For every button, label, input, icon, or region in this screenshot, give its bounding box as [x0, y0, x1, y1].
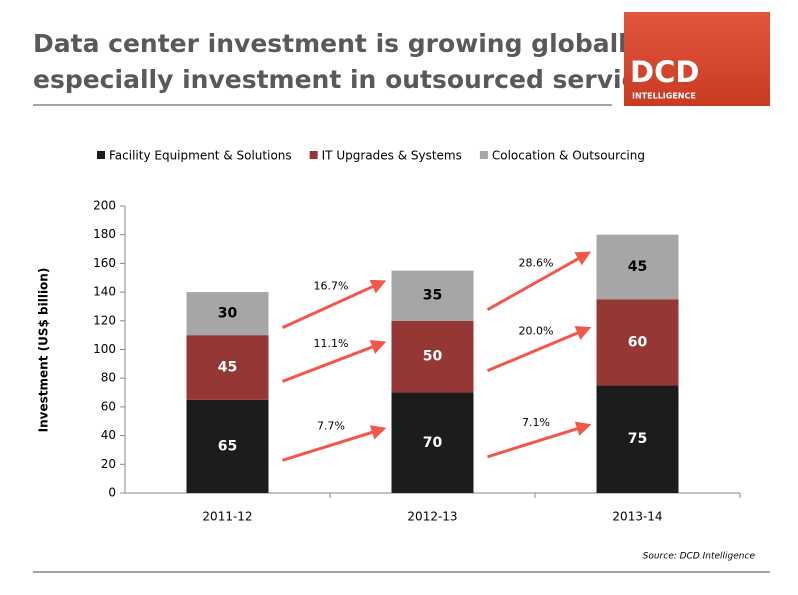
y-tick-label: 200 — [93, 199, 116, 213]
growth-label: 28.6% — [519, 256, 554, 269]
data-label: 50 — [423, 349, 443, 365]
bar-segment — [186, 335, 269, 400]
growth-label: 7.1% — [522, 416, 550, 429]
bar-segment — [186, 292, 269, 336]
data-label: 45 — [218, 359, 237, 375]
legend-swatch — [479, 151, 488, 159]
growth-arrow — [281, 339, 387, 383]
data-label: 75 — [628, 431, 647, 447]
y-axis-label: Investment (US$ billion) — [37, 268, 51, 433]
y-tick-label: 140 — [93, 285, 116, 299]
title-line: Data center investment is growing global… — [33, 29, 651, 58]
legend-label: Facility Equipment & Solutions — [109, 149, 292, 163]
growth-arrow — [487, 421, 592, 459]
data-label: 60 — [628, 334, 648, 350]
growth-label: 16.7% — [314, 280, 349, 293]
data-label: 70 — [423, 435, 443, 451]
y-tick-label: 120 — [93, 313, 116, 327]
x-tick-label: 2013-14 — [612, 510, 662, 524]
logo-subtext: INTELLIGENCE — [632, 92, 696, 101]
legend-label: IT Upgrades & Systems — [322, 149, 462, 163]
bar-segment — [391, 320, 474, 393]
legend-label: Colocation & Outsourcing — [492, 149, 645, 163]
source: Source: DCD Intelligence — [643, 552, 756, 562]
growth-label: 7.7% — [317, 420, 345, 433]
y-tick-label: 20 — [101, 457, 116, 471]
growth-label: 11.1% — [314, 337, 349, 350]
x-tick-label: 2012-13 — [407, 510, 457, 524]
bar-segment — [596, 299, 679, 386]
y-tick-label: 40 — [101, 428, 116, 442]
data-label: 65 — [218, 438, 237, 454]
y-tick-label: 80 — [101, 371, 116, 385]
legend-swatch — [309, 151, 318, 159]
growth-arrow — [282, 425, 387, 462]
y-tick-label: 180 — [93, 227, 116, 241]
growth-arrow — [486, 326, 592, 373]
growth-arrow — [486, 251, 592, 311]
growth-arrow — [281, 279, 387, 329]
bar-segment — [596, 385, 679, 493]
y-tick-label: 0 — [108, 486, 116, 500]
bar-segment — [391, 392, 474, 493]
logo-text: DCD — [630, 55, 699, 89]
y-tick-label: 100 — [93, 342, 116, 356]
bar-segment — [391, 270, 474, 321]
bar-segment — [596, 234, 679, 300]
y-tick-label: 60 — [101, 399, 116, 413]
data-label: 30 — [218, 306, 238, 322]
x-tick-label: 2011-12 — [202, 510, 252, 524]
logo-box — [624, 12, 770, 106]
growth-label: 20.0% — [519, 325, 554, 338]
bar-segment — [186, 399, 269, 493]
data-label: 45 — [628, 259, 647, 275]
y-tick-label: 160 — [93, 256, 116, 270]
title-line: especially investment in outsourced serv… — [33, 65, 668, 94]
data-label: 35 — [423, 288, 442, 304]
legend-swatch — [97, 151, 105, 159]
